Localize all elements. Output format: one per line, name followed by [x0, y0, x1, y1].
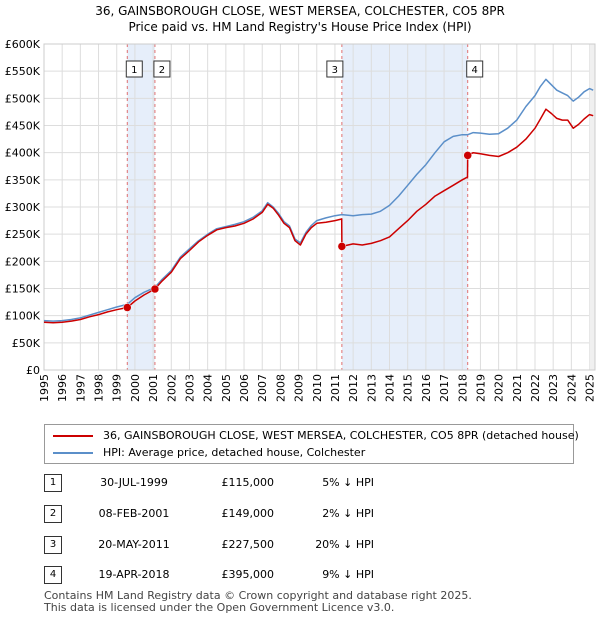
- x-tick-label: 2018: [456, 374, 469, 402]
- x-tick-label: 2005: [220, 374, 233, 402]
- y-tick-label: £400K: [5, 147, 41, 160]
- transaction-hpi-diff: 2% ↓ HPI: [322, 507, 374, 520]
- x-tick-label: 2023: [547, 374, 560, 402]
- plot-frame: [43, 43, 596, 371]
- x-tick-label: 2010: [311, 374, 324, 402]
- x-tick-label: 1998: [93, 374, 106, 402]
- x-tick-label: 1996: [56, 374, 69, 402]
- y-tick-label: £350K: [5, 174, 41, 187]
- hpi-line: [43, 78, 594, 322]
- y-tick-label: £250K: [5, 228, 41, 241]
- transaction-row: 2 08-FEB-2001 £149,000 2% ↓ HPI: [44, 505, 464, 523]
- x-tick-label: 2016: [420, 374, 433, 402]
- chart-title: 36, GAINSBOROUGH CLOSE, WEST MERSEA, COL…: [95, 4, 505, 18]
- transaction-row: 1 30-JUL-1999 £115,000 5% ↓ HPI: [44, 474, 464, 492]
- transaction-label: 4: [466, 60, 484, 78]
- transaction-price: £149,000: [221, 507, 275, 520]
- legend-swatch-hpi: [53, 452, 93, 454]
- x-tick-label: 1997: [74, 374, 87, 402]
- x-tick-label: 2002: [165, 374, 178, 402]
- transaction-label: 3: [326, 60, 344, 78]
- x-tick-label: 2007: [256, 374, 269, 402]
- y-tick-label: £300K: [5, 201, 41, 214]
- x-tick-label: 2013: [365, 374, 378, 402]
- y-tick-label: £600K: [5, 38, 41, 51]
- x-tick-label: 1995: [38, 374, 51, 402]
- transaction-label-box: [326, 60, 344, 78]
- y-tick-label: £50K: [12, 337, 41, 350]
- y-tick-label: £150K: [5, 283, 41, 296]
- transaction-label-box: [153, 60, 171, 78]
- x-tick-label: 1999: [111, 374, 124, 402]
- transaction-number: 3: [44, 536, 62, 554]
- transaction-number: 1: [44, 474, 62, 492]
- transaction-label-number: 3: [332, 65, 338, 76]
- transaction-point: [463, 151, 472, 160]
- transaction-row: 4 19-APR-2018 £395,000 9% ↓ HPI: [44, 566, 464, 584]
- legend-label-property: 36, GAINSBOROUGH CLOSE, WEST MERSEA, COL…: [103, 429, 579, 442]
- x-tick-label: 2024: [565, 374, 578, 402]
- x-tick-label: 2020: [493, 374, 506, 402]
- x-tick-label: 2014: [384, 374, 397, 402]
- transaction-hpi-diff: 5% ↓ HPI: [322, 476, 374, 489]
- transaction-label-number: 2: [159, 65, 165, 76]
- x-tick-label: 2019: [474, 374, 487, 402]
- transaction-date: 19-APR-2018: [98, 568, 170, 581]
- y-tick-label: £500K: [5, 92, 41, 105]
- transaction-point: [150, 284, 160, 294]
- transaction-price: £395,000: [221, 568, 275, 581]
- x-tick-label: 2009: [293, 374, 306, 402]
- price-chart: 1 2 3 4 £0 £50K £100K £150K £200K £250K £300K £350K…: [5, 38, 597, 402]
- x-tick-label: 2022: [529, 374, 542, 402]
- transaction-row: 3 20-MAY-2011 £227,500 20% ↓ HPI: [44, 536, 464, 554]
- transaction-date: 08-FEB-2001: [98, 507, 170, 520]
- future-region: [589, 44, 595, 370]
- transaction-label: 1: [125, 60, 143, 78]
- y-tick-label: £0: [26, 364, 40, 377]
- x-tick-label: 2015: [402, 374, 415, 402]
- footer-copyright: Contains HM Land Registry data © Crown c…: [44, 589, 472, 602]
- transaction-point: [123, 303, 132, 312]
- transaction-point: [337, 242, 347, 251]
- chart-legend: 36, GAINSBOROUGH CLOSE, WEST MERSEA, COL…: [44, 424, 579, 464]
- transaction-date: 20-MAY-2011: [98, 538, 170, 551]
- x-tick-label: 2017: [438, 374, 451, 402]
- transaction-label-number: 4: [472, 65, 478, 76]
- property-price-line: [43, 108, 594, 324]
- transaction-number: 4: [44, 566, 62, 584]
- transaction-hpi-diff: 9% ↓ HPI: [322, 568, 374, 581]
- transaction-label-box: [466, 60, 484, 78]
- transaction-price: £227,500: [221, 538, 275, 551]
- transaction-label-box: [125, 60, 143, 78]
- y-tick-label: £550K: [5, 65, 41, 78]
- legend-swatch-property: [53, 435, 93, 437]
- x-tick-label: 2004: [202, 374, 215, 402]
- x-tick-label: 2012: [347, 374, 360, 402]
- x-tick-label: 2011: [329, 374, 342, 402]
- x-tick-label: 2021: [511, 374, 524, 402]
- x-tick-label: 2008: [274, 374, 287, 402]
- x-tick-label: 2001: [147, 374, 160, 402]
- transaction-label: 2: [153, 60, 171, 78]
- transaction-number: 2: [44, 505, 62, 523]
- x-tick-label: 2006: [238, 374, 251, 402]
- transaction-hpi-diff: 20% ↓ HPI: [315, 538, 374, 551]
- x-tick-label: 2003: [183, 374, 196, 402]
- footer-licence: This data is licensed under the Open Gov…: [44, 601, 395, 614]
- transaction-label-number: 1: [131, 65, 137, 76]
- y-tick-label: £200K: [5, 255, 41, 268]
- y-tick-label: £100K: [5, 310, 41, 323]
- footer-note: Contains HM Land Registry data © Crown c…: [44, 590, 472, 614]
- transaction-date: 30-JUL-1999: [100, 476, 168, 489]
- transaction-price: £115,000: [221, 476, 275, 489]
- chart-subtitle: Price paid vs. HM Land Registry's House …: [128, 20, 472, 34]
- y-tick-label: £450K: [5, 120, 41, 133]
- x-tick-label: 2025: [584, 374, 597, 402]
- x-tick-label: 2000: [129, 374, 142, 402]
- legend-label-hpi: HPI: Average price, detached house, Colc…: [103, 446, 366, 459]
